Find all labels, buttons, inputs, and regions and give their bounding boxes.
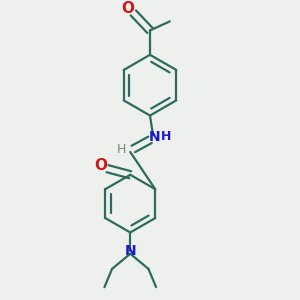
Text: O: O xyxy=(121,1,134,16)
Text: H: H xyxy=(160,130,171,143)
Text: N: N xyxy=(124,244,136,258)
Text: H: H xyxy=(117,143,126,156)
Text: O: O xyxy=(94,158,107,173)
Text: N: N xyxy=(149,130,161,144)
